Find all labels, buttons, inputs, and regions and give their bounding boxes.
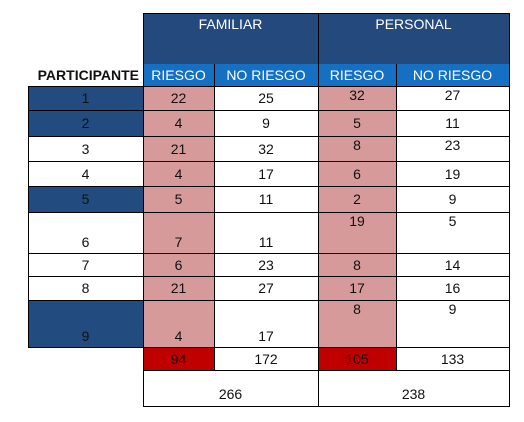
- participant-header: PARTICIPANTE: [37, 67, 139, 83]
- familiar-no-riesgo-header: NO RIESGO: [214, 64, 318, 86]
- personal-riesgo-header: RIESGO: [318, 64, 396, 86]
- personal-riesgo-total: 105: [318, 347, 396, 370]
- familiar-grand-total: 266: [218, 386, 243, 402]
- grid-line: [143, 406, 510, 407]
- grid-line: [28, 253, 510, 254]
- participant-cell: 9: [28, 300, 143, 347]
- familiar-no-riesgo-cell: 17: [258, 328, 274, 344]
- familiar-riesgo-cell: 21: [143, 136, 214, 161]
- personal-riesgo-cell: 8: [318, 300, 396, 347]
- familiar-no-riesgo-cell: 32: [258, 140, 274, 157]
- familiar-no-riesgo-cell: 11: [258, 234, 274, 250]
- personal-grand-total: 238: [401, 386, 426, 402]
- familiar-no-riesgo-total: 172: [254, 350, 278, 367]
- personal-no-riesgo-cell: 5: [448, 213, 457, 229]
- familiar-no-riesgo-cell: 25: [258, 90, 274, 106]
- grid-line: [28, 110, 510, 111]
- personal-no-riesgo-cell: 16: [444, 280, 461, 296]
- grid-line: [143, 13, 510, 14]
- familiar-riesgo-header: RIESGO: [143, 64, 214, 86]
- grid-line: [509, 13, 510, 407]
- grid-line: [28, 212, 510, 213]
- grid-line: [396, 64, 397, 370]
- personal-riesgo-cell: 2: [318, 186, 396, 212]
- familiar-riesgo-cell: 6: [143, 253, 214, 276]
- participant-cell: 8: [81, 280, 90, 296]
- grid-line: [28, 186, 510, 187]
- personal-no-riesgo-cell: 14: [444, 257, 461, 273]
- familiar-no-riesgo-cell: 11: [258, 191, 274, 207]
- personal-riesgo-cell: 19: [318, 212, 396, 253]
- participant-cell: 6: [81, 234, 90, 250]
- participant-cell: 4: [81, 165, 90, 182]
- familiar-riesgo-cell: 4: [143, 161, 214, 186]
- familiar-no-riesgo-cell: 27: [258, 280, 274, 296]
- personal-riesgo-cell: 17: [318, 276, 396, 300]
- familiar-no-riesgo-cell: 9: [262, 115, 270, 131]
- grid-line: [28, 347, 510, 348]
- familiar-no-riesgo-cell: 17: [258, 165, 274, 182]
- participant-cell: 7: [81, 256, 90, 273]
- personal-no-riesgo-cell: 23: [444, 137, 461, 153]
- grid-line: [28, 161, 510, 162]
- participant-cell: 3: [81, 140, 90, 157]
- participant-cell: 5: [28, 186, 143, 212]
- personal-no-riesgo-cell: 11: [445, 115, 460, 131]
- grid-line: [28, 136, 510, 137]
- group-header-familiar-lower: [143, 37, 318, 64]
- personal-riesgo-cell: 8: [318, 136, 396, 161]
- personal-riesgo-cell: 6: [318, 161, 396, 186]
- grid-line: [28, 86, 510, 87]
- participant-cell: 2: [28, 110, 143, 136]
- familiar-riesgo-total: 94: [143, 347, 214, 370]
- grid-line: [318, 13, 319, 406]
- familiar-riesgo-cell: 7: [143, 212, 214, 253]
- group-header-personal: PERSONAL: [318, 13, 509, 37]
- personal-riesgo-cell: 8: [318, 253, 396, 276]
- familiar-riesgo-cell: 4: [143, 110, 214, 136]
- grid-line: [214, 64, 215, 370]
- grid-line: [28, 276, 510, 277]
- personal-no-riesgo-cell: 9: [448, 301, 457, 317]
- grid-line: [143, 370, 510, 371]
- personal-no-riesgo-cell: 19: [444, 165, 461, 182]
- personal-no-riesgo-header: NO RIESGO: [396, 64, 509, 86]
- personal-riesgo-cell: 5: [318, 110, 396, 136]
- grid-line: [28, 86, 29, 347]
- personal-no-riesgo-cell: 27: [444, 87, 461, 103]
- group-header-personal-lower: [318, 37, 509, 64]
- personal-no-riesgo-cell: 9: [448, 191, 457, 207]
- familiar-riesgo-cell: 5: [143, 186, 214, 212]
- familiar-riesgo-cell: 4: [143, 300, 214, 347]
- grid-line: [28, 300, 510, 301]
- group-header-familiar: FAMILIAR: [143, 13, 318, 37]
- familiar-riesgo-cell: 22: [143, 86, 214, 110]
- personal-riesgo-cell: 32: [318, 86, 396, 110]
- personal-no-riesgo-total: 133: [440, 350, 465, 367]
- participant-cell: 1: [28, 86, 143, 110]
- grid-line: [143, 13, 144, 406]
- familiar-riesgo-cell: 21: [143, 276, 214, 300]
- familiar-no-riesgo-cell: 23: [258, 256, 274, 273]
